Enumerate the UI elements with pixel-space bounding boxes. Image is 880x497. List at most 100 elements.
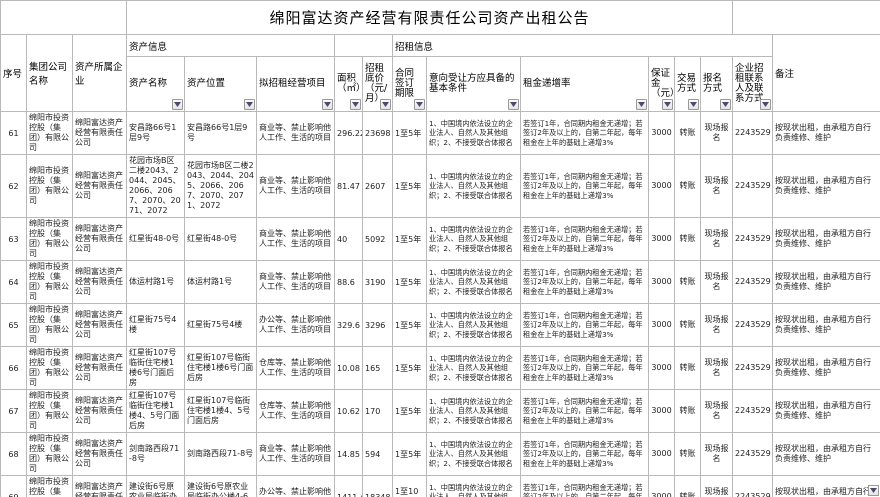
cell-contract-term: 1至5年	[392, 260, 428, 304]
header-owner-company: 资产所属企业	[71, 34, 879, 496]
filter-dropdown-icon[interactable]	[350, 99, 362, 110]
table-row[interactable]: 67 绵阳市投资控股（集团）有限公司 绵阳富达资产经营有限责任公司 红星街107…	[0, 389, 880, 433]
cell-asset-location: 体运村路1号	[184, 260, 258, 304]
cell-deposit: 3000	[648, 389, 676, 433]
cell-asset-location: 剑南路西段71-8号	[184, 432, 258, 476]
cell-remark: 按现状出租，由承租方自行负责维修、维护	[772, 154, 880, 218]
title-left-blank	[0, 0, 128, 35]
table-row[interactable]: 66 绵阳市投资控股（集团）有限公司 绵阳富达资产经营有限责任公司 红星街107…	[0, 346, 880, 390]
cell-asset-name: 花园市场B区二楼2043、2044、2045、2066、2067、2070、20…	[126, 154, 186, 218]
cell-trade-method: 转账	[674, 346, 702, 390]
cell-remark: 按现状出租，由承租方自行负责维修、维护	[772, 475, 880, 497]
filter-dropdown-icon[interactable]	[508, 99, 520, 110]
cell-signup-method: 现场报名	[700, 475, 734, 497]
cell-remark: 按现状出租，由承租方自行负责维修、维护	[772, 432, 880, 476]
filter-dropdown-icon[interactable]	[380, 99, 392, 110]
cell-deposit: 3000	[648, 432, 676, 476]
cell-rent-increase-rate: 若签订1年，合同期内租金无递增；若签订2年及以上的，自第二年起，每年租金在上年的…	[520, 154, 650, 218]
cell-contact: 2243529	[732, 154, 774, 218]
cell-trade-method: 转账	[674, 389, 702, 433]
cell-seq: 69	[0, 475, 27, 497]
cell-contact: 2243529	[732, 260, 774, 304]
cell-deposit: 3000	[648, 346, 676, 390]
cell-asset-name: 安昌路66号1层9号	[126, 111, 186, 155]
cell-seq: 64	[0, 260, 27, 304]
cell-conditions: 1、中国境内依法设立的企业法人、自然人及其他组织；2、不接受联合体报名	[426, 111, 522, 155]
cell-asset-location: 花园市场B区二楼2043、2044、2045、2066、2067、2070、20…	[184, 154, 258, 218]
cell-trade-method: 转账	[674, 475, 702, 497]
cell-trade-method: 转账	[674, 154, 702, 218]
cell-group-company: 绵阳市投资控股（集团）有限公司	[26, 303, 73, 347]
cell-asset-location: 红星街75号4楼	[184, 303, 258, 347]
cell-project: 办公等、禁止影响他人工作、生活的项目	[256, 475, 336, 497]
group-header-row: 序号 集团公司名称 资产所属企业 资产信息 招租信息 备	[0, 34, 880, 496]
cell-area: 14.85	[334, 432, 364, 476]
table-row[interactable]: 69 绵阳市投资控股（集团）有限公司 绵阳富达资产经营有限责任公司 建设街6号原…	[0, 475, 880, 497]
cell-price: 170	[362, 389, 394, 433]
table-row[interactable]: 61 绵阳市投资控股（集团）有限公司 绵阳富达资产经营有限责任公司 安昌路66号…	[0, 111, 880, 155]
header-project: 拟招租经营项目	[256, 56, 336, 112]
cell-asset-location: 建设街6号原农业局临街办公楼4-6层	[184, 475, 258, 497]
cell-contract-term: 1至5年	[392, 303, 428, 347]
cell-trade-method: 转账	[674, 432, 702, 476]
cell-remark: 按现状出租，由承租方自行负责维修、维护	[772, 217, 880, 261]
cell-rent-increase-rate: 若签订1年，合同期内租金无递增；若签订2年及以上的，自第二年起，每年租金在上年的…	[520, 217, 650, 261]
cell-rent-increase-rate: 若签订1年，合同期内租金无递增；若签订2年及以上的，自第二年起，每年租金在上年的…	[520, 432, 650, 476]
cell-project: 商业等、禁止影响他人工作、生活的项目	[256, 111, 336, 155]
cell-price: 18348	[362, 475, 394, 497]
cell-signup-method: 现场报名	[700, 217, 734, 261]
cell-area: 10.62	[334, 389, 364, 433]
cell-deposit: 3000	[648, 154, 676, 218]
cell-price: 3190	[362, 260, 394, 304]
cell-owner-company: 绵阳富达资产经营有限责任公司	[71, 111, 128, 155]
cell-asset-name: 红星街75号4楼	[126, 303, 186, 347]
filter-dropdown-icon[interactable]	[760, 99, 772, 110]
header-contact: 企业招租联系人及联系方式	[732, 56, 774, 112]
filter-dropdown-icon[interactable]	[636, 99, 648, 110]
cell-project: 商业等、禁止影响他人工作、生活的项目	[256, 217, 336, 261]
cell-asset-name: 红星街107号临街住宅楼1楼4、5号门面后房	[126, 389, 186, 433]
header-seq: 序号	[0, 34, 879, 496]
header-deposit: 保证金（元）	[648, 56, 676, 112]
title-row: 绵阳富达资产经营有限责任公司资产出租公告	[0, 0, 880, 35]
cell-group-company: 绵阳市投资控股（集团）有限公司	[26, 346, 73, 390]
cell-area: 296.22	[334, 111, 364, 155]
cell-contract-term: 1至5年	[392, 432, 428, 476]
cell-project: 商业等、禁止影响他人工作、生活的项目	[256, 260, 336, 304]
cell-conditions: 1、中国境内依法设立的企业法人、自然人及其他组织；2、不接受联合体报名	[426, 475, 522, 497]
cell-signup-method: 现场报名	[700, 303, 734, 347]
cell-deposit: 3000	[648, 217, 676, 261]
table-row[interactable]: 64 绵阳市投资控股（集团）有限公司 绵阳富达资产经营有限责任公司 体运村路1号…	[0, 260, 880, 304]
cell-area: 88.6	[334, 260, 364, 304]
cell-owner-company: 绵阳富达资产经营有限责任公司	[71, 217, 128, 261]
cell-conditions: 1、中国境内依法设立的企业法人、自然人及其他组织；2、不接受联合体报名	[426, 346, 522, 390]
cell-remark: 按现状出租，由承租方自行负责维修、维护	[772, 111, 880, 155]
filter-dropdown-icon[interactable]	[662, 99, 674, 110]
cell-owner-company: 绵阳富达资产经营有限责任公司	[71, 475, 128, 497]
cell-price: 2607	[362, 154, 394, 218]
cell-contact: 2243529	[732, 111, 774, 155]
cell-conditions: 1、中国境内依法设立的企业法人、自然人及其他组织；2、不接受联合体报名	[426, 303, 522, 347]
table-row[interactable]: 62 绵阳市投资控股（集团）有限公司 绵阳富达资产经营有限责任公司 花园市场B区…	[0, 154, 880, 218]
filter-dropdown-icon[interactable]	[322, 99, 334, 110]
cell-trade-method: 转账	[674, 217, 702, 261]
cell-rent-increase-rate: 若签订1年，合同期内租金无递增；若签订2年及以上的，自第二年起，每年租金在上年的…	[520, 111, 650, 155]
header-conditions: 意向受让方应具备的基本条件	[426, 56, 522, 112]
cell-contract-term: 1至5年	[392, 154, 428, 218]
cell-contact: 2243529	[732, 346, 774, 390]
filter-dropdown-icon[interactable]	[414, 99, 426, 110]
filter-dropdown-icon[interactable]	[244, 99, 256, 110]
cell-rent-increase-rate: 若签订1年，合同期内租金无递增；若签订2年及以上的，自第二年起，每年租金在上年的…	[520, 346, 650, 390]
table-row[interactable]: 68 绵阳市投资控股（集团）有限公司 绵阳富达资产经营有限责任公司 剑南路西段7…	[0, 432, 880, 476]
table-row[interactable]: 65 绵阳市投资控股（集团）有限公司 绵阳富达资产经营有限责任公司 红星街75号…	[0, 303, 880, 347]
filter-dropdown-icon[interactable]	[172, 99, 184, 110]
cell-group-company: 绵阳市投资控股（集团）有限公司	[26, 217, 73, 261]
table-row[interactable]: 63 绵阳市投资控股（集团）有限公司 绵阳富达资产经营有限责任公司 红星街48-…	[0, 217, 880, 261]
filter-dropdown-icon[interactable]	[720, 99, 732, 110]
cell-area: 81.47	[334, 154, 364, 218]
filter-dropdown-icon[interactable]	[688, 99, 700, 110]
cell-remark: 按现状出租，由承租方自行负责维修、维护	[772, 346, 880, 390]
cell-area: 40	[334, 217, 364, 261]
cell-asset-name: 红星街107号临街住宅楼1楼6号门面后房	[126, 346, 186, 390]
